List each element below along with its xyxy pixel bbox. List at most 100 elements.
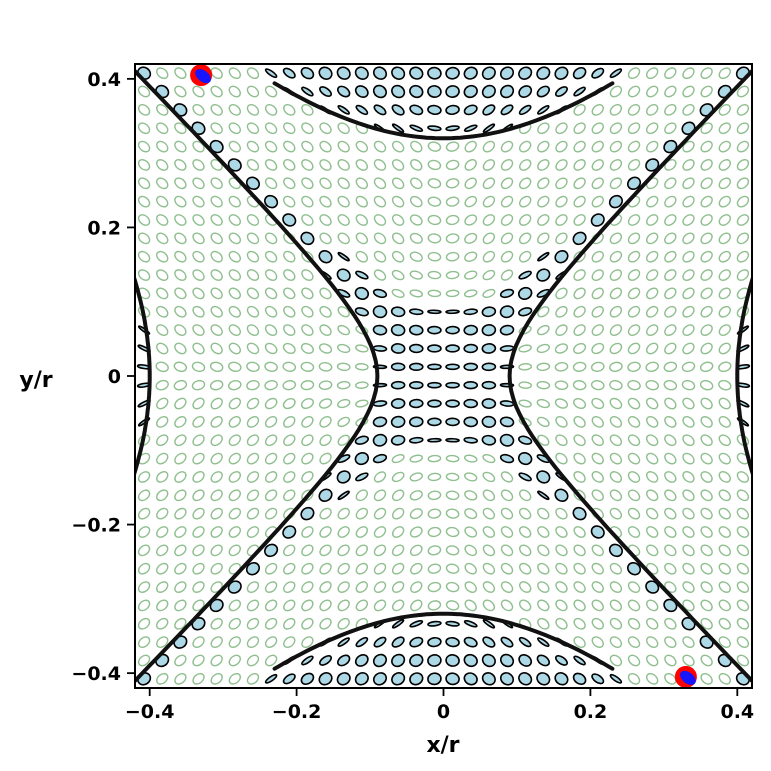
- open-ellipse-glyph: [591, 452, 604, 465]
- open-ellipse-glyph: [736, 140, 750, 153]
- open-ellipse-glyph: [445, 454, 460, 463]
- open-ellipse-glyph: [500, 544, 514, 557]
- open-ellipse-glyph: [573, 177, 586, 190]
- open-ellipse-glyph: [192, 489, 205, 502]
- filled-ellipse-glyph: [372, 66, 388, 80]
- open-ellipse-glyph: [427, 178, 442, 189]
- y-tick-label: 0.4: [87, 69, 121, 91]
- filled-ellipse-glyph: [499, 288, 515, 299]
- open-ellipse-glyph: [156, 104, 169, 116]
- open-ellipse-glyph: [718, 177, 731, 190]
- open-ellipse-glyph: [391, 581, 405, 593]
- open-ellipse-glyph: [410, 562, 423, 575]
- open-ellipse-glyph: [156, 526, 169, 538]
- open-ellipse-glyph: [283, 177, 296, 190]
- filled-ellipse-glyph: [554, 488, 569, 503]
- filled-ellipse-glyph: [518, 636, 532, 648]
- open-ellipse-glyph: [174, 195, 187, 208]
- open-ellipse-glyph: [228, 140, 242, 153]
- filled-ellipse-glyph: [318, 249, 333, 264]
- filled-ellipse-glyph: [518, 307, 533, 317]
- filled-ellipse-glyph: [427, 620, 442, 627]
- open-ellipse-glyph: [192, 415, 205, 428]
- open-ellipse-glyph: [682, 526, 695, 538]
- open-ellipse-glyph: [210, 617, 223, 630]
- filled-ellipse-glyph: [499, 324, 515, 336]
- open-ellipse-glyph: [427, 563, 442, 574]
- filled-ellipse-glyph: [427, 654, 442, 667]
- open-ellipse-glyph: [155, 581, 169, 593]
- open-ellipse-glyph: [700, 672, 713, 685]
- open-ellipse-glyph: [301, 636, 314, 648]
- open-ellipse-glyph: [718, 617, 732, 630]
- open-ellipse-glyph: [645, 599, 659, 612]
- open-ellipse-glyph: [391, 269, 405, 281]
- open-ellipse-glyph: [156, 305, 169, 318]
- filled-ellipse-glyph: [573, 655, 586, 666]
- open-ellipse-glyph: [319, 140, 332, 153]
- filled-ellipse-glyph: [518, 472, 532, 482]
- open-ellipse-glyph: [137, 562, 151, 575]
- open-ellipse-glyph: [137, 140, 151, 153]
- open-ellipse-glyph: [210, 122, 223, 135]
- filled-ellipse-glyph: [536, 470, 551, 484]
- filled-ellipse-glyph: [518, 435, 533, 445]
- open-ellipse-glyph: [591, 122, 604, 135]
- open-ellipse-glyph: [264, 489, 278, 502]
- contour-left-inner-branch: [135, 69, 380, 683]
- filled-ellipse-glyph: [336, 654, 351, 667]
- open-ellipse-glyph: [591, 269, 604, 281]
- open-ellipse-glyph: [137, 581, 151, 593]
- filled-ellipse-glyph: [408, 416, 424, 428]
- open-ellipse-glyph: [718, 471, 731, 483]
- open-ellipse-glyph: [373, 232, 387, 245]
- open-ellipse-glyph: [482, 250, 496, 263]
- open-ellipse-glyph: [355, 489, 369, 502]
- open-ellipse-glyph: [627, 361, 641, 372]
- filled-ellipse-glyph: [282, 673, 296, 685]
- open-ellipse-glyph: [373, 526, 387, 538]
- open-ellipse-glyph: [156, 287, 169, 300]
- open-ellipse-glyph: [228, 654, 241, 667]
- open-ellipse-glyph: [718, 452, 731, 465]
- open-ellipse-glyph: [536, 398, 550, 409]
- open-ellipse-glyph: [409, 472, 423, 482]
- filled-ellipse-glyph: [481, 380, 497, 390]
- open-ellipse-glyph: [228, 324, 241, 337]
- open-ellipse-glyph: [664, 562, 677, 575]
- open-ellipse-glyph: [264, 85, 278, 98]
- open-ellipse-glyph: [464, 177, 477, 190]
- filled-ellipse-glyph: [463, 66, 478, 80]
- open-ellipse-glyph: [174, 85, 187, 98]
- open-ellipse-glyph: [736, 85, 750, 98]
- open-ellipse-glyph: [736, 269, 750, 281]
- open-ellipse-glyph: [228, 507, 242, 520]
- open-ellipse-glyph: [555, 324, 568, 336]
- open-ellipse-glyph: [482, 177, 496, 190]
- open-ellipse-glyph: [228, 452, 241, 465]
- open-ellipse-glyph: [664, 416, 677, 428]
- open-ellipse-glyph: [445, 508, 460, 519]
- open-ellipse-glyph: [228, 526, 242, 538]
- filled-ellipse-glyph: [264, 194, 279, 209]
- open-ellipse-glyph: [718, 636, 731, 648]
- open-ellipse-glyph: [718, 415, 731, 428]
- open-ellipse-glyph: [173, 361, 188, 373]
- open-ellipse-glyph: [210, 269, 223, 281]
- filled-ellipse-glyph: [427, 399, 442, 408]
- filled-ellipse-glyph: [390, 324, 406, 337]
- open-ellipse-glyph: [700, 195, 713, 208]
- open-ellipse-glyph: [591, 415, 604, 428]
- open-ellipse-glyph: [410, 581, 423, 593]
- open-ellipse-glyph: [519, 581, 532, 593]
- open-ellipse-glyph: [682, 452, 695, 465]
- open-ellipse-glyph: [664, 250, 677, 263]
- open-ellipse-glyph: [337, 324, 351, 336]
- open-ellipse-glyph: [410, 177, 423, 190]
- filled-ellipse-glyph: [481, 415, 497, 428]
- open-ellipse-glyph: [156, 599, 169, 612]
- open-ellipse-glyph: [156, 140, 169, 153]
- open-ellipse-glyph: [445, 141, 460, 152]
- open-ellipse-glyph: [609, 581, 623, 593]
- open-ellipse-glyph: [137, 654, 151, 667]
